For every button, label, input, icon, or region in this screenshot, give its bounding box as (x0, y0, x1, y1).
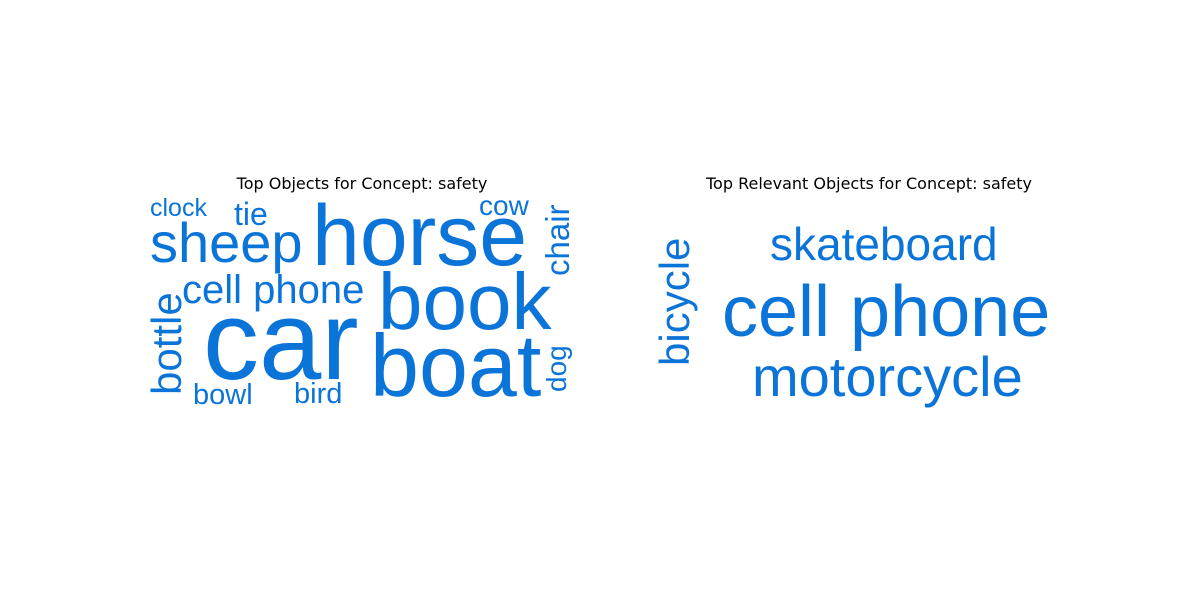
word-cell-phone: cell phone (722, 272, 1050, 352)
left-panel-title: Top Objects for Concept: safety (236, 174, 488, 193)
word-boat: boat (370, 316, 541, 415)
word-cow: cow (479, 190, 530, 221)
word-cell-phone: cell phone (182, 268, 364, 312)
word-skateboard: skateboard (770, 218, 998, 270)
word-chair: chair (539, 204, 576, 276)
word-bowl: bowl (193, 379, 253, 411)
word-sheep: sheep (150, 211, 303, 274)
word-car: car (203, 278, 359, 403)
word-bicycle: bicycle (651, 238, 698, 366)
word-tie: tie (234, 196, 268, 232)
word-bird: bird (294, 378, 342, 410)
word-motorcycle: motorcycle (752, 345, 1023, 408)
right-panel-title: Top Relevant Objects for Concept: safety (705, 174, 1032, 193)
word-bottle: bottle (143, 292, 190, 395)
word-book: book (378, 257, 552, 346)
word-clock: clock (150, 194, 207, 222)
word-horse: horse (312, 188, 527, 284)
word-dog: dog (541, 345, 572, 392)
